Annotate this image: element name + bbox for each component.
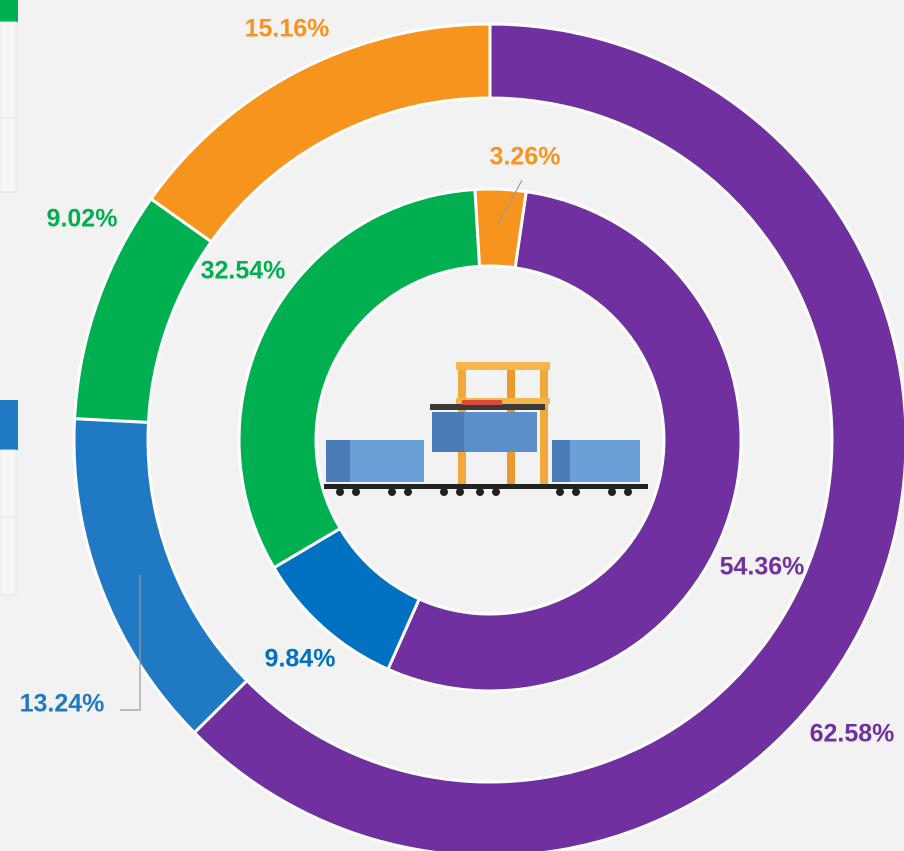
leader-line [497, 179, 523, 226]
data-label: 3.26% [490, 143, 561, 171]
data-label: 9.84% [265, 645, 336, 673]
legend-card [0, 21, 17, 193]
legend-accent [0, 400, 18, 450]
donut-segment [192, 22, 904, 851]
leader-line [120, 575, 141, 711]
data-label: 9.02% [47, 205, 118, 233]
donut-segment [473, 187, 528, 270]
legend-accent [0, 0, 18, 22]
donut-segment [385, 189, 743, 693]
donut-segment [148, 22, 492, 244]
data-label: 54.36% [720, 553, 805, 581]
donut-segment [237, 187, 482, 570]
data-label: 15.16% [245, 15, 330, 43]
legend-card [0, 449, 17, 596]
data-label: 32.54% [201, 257, 286, 285]
data-label: 13.24% [20, 690, 105, 718]
center-icon [324, 362, 648, 496]
rings [72, 22, 904, 851]
data-label: 62.58% [810, 720, 895, 748]
